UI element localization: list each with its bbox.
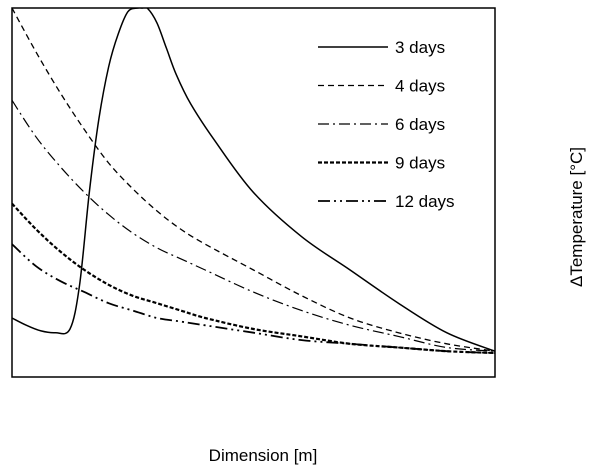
- series-line-6-days: [12, 99, 495, 352]
- y-axis-label: ΔTemperature [°C]: [567, 147, 586, 287]
- legend-label-9-days: 9 days: [395, 154, 445, 173]
- legend-label-3-days: 3 days: [395, 38, 445, 57]
- legend-label-12-days: 12 days: [395, 192, 455, 211]
- series-line-12-days: [12, 243, 495, 354]
- legend-label-6-days: 6 days: [395, 115, 445, 134]
- series-line-3-days: [12, 8, 495, 352]
- series-line-4-days: [12, 8, 495, 352]
- series-line-9-days: [12, 202, 495, 355]
- series-layer: [12, 8, 495, 355]
- legend-label-4-days: 4 days: [395, 77, 445, 96]
- legend: 3 days 4 days 6 days 9 days 12 days: [318, 38, 455, 211]
- plot-frame: [11, 7, 496, 378]
- x-axis-label: Dimension [m]: [209, 446, 318, 465]
